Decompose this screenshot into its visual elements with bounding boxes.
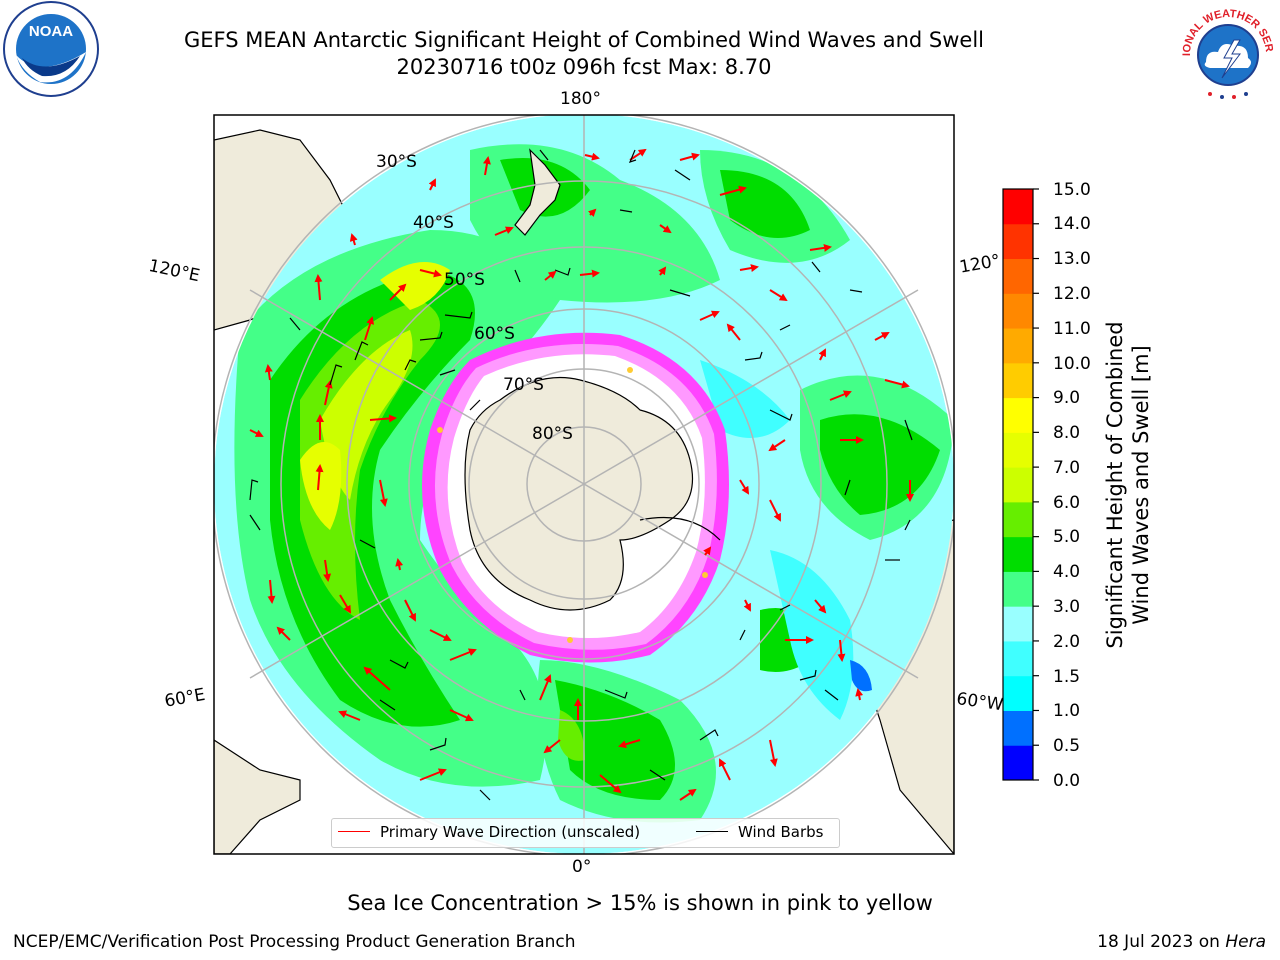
lon-label-0: 0° xyxy=(572,857,592,877)
colorbar-segment xyxy=(1003,571,1033,607)
nws-logo: NATIONAL WEATHER SERVICE xyxy=(1176,0,1275,101)
colorbar-tick-label: 12.0 xyxy=(1053,284,1091,304)
colorbar-label-line2: Wind Waves and Swell [m] xyxy=(1129,345,1153,625)
colorbar-tick-label: 1.5 xyxy=(1053,667,1081,687)
sea-ice-note: Sea Ice Concentration > 15% is shown in … xyxy=(347,891,933,915)
lon-label-180: 180° xyxy=(560,89,601,109)
colorbar-segment xyxy=(1003,710,1033,746)
colorbar-segment xyxy=(1003,223,1033,260)
lat-label-80s: 80°S xyxy=(532,424,573,444)
colorbar-label-line1: Significant Height of Combined xyxy=(1103,321,1127,649)
colorbar-segment xyxy=(1003,293,1033,329)
colorbar-segment xyxy=(1003,606,1033,642)
chart-subtitle: 20230716 t00z 096h fcst Max: 8.70 xyxy=(396,55,772,79)
wind-barbs xyxy=(249,149,913,801)
legend-label-wave-direction: Primary Wave Direction (unscaled) xyxy=(380,823,641,841)
colorbar-segment xyxy=(1003,397,1033,433)
colorbar-segment xyxy=(1003,745,1033,781)
lat-label-70s: 70°S xyxy=(503,375,544,395)
legend-item-wave-direction: Primary Wave Direction (unscaled) xyxy=(338,823,640,841)
footer-machine: Hera xyxy=(1225,932,1266,952)
colorbar-tick-label: 1.0 xyxy=(1053,701,1081,721)
colorbar-tick-label: 3.0 xyxy=(1053,597,1081,617)
colorbar-tick-label: 7.0 xyxy=(1053,458,1081,478)
sea-ice-zone xyxy=(422,332,729,663)
colorbar-tick-label: 14.0 xyxy=(1053,214,1091,234)
colorbar-segment xyxy=(1003,501,1033,538)
colorbar-segment xyxy=(1003,432,1033,468)
wave-direction-arrows xyxy=(249,148,914,801)
colorbar-tick-label: 9.0 xyxy=(1053,388,1081,408)
new-zealand-land xyxy=(514,148,561,236)
colorbar-tick-label: 0.0 xyxy=(1053,771,1081,791)
footer-date: 18 Jul 2023 on Hera xyxy=(1097,932,1266,952)
lat-label-50s: 50°S xyxy=(444,270,485,290)
footer-credit: NCEP/EMC/Verification Post Processing Pr… xyxy=(13,932,576,952)
colorbar-tick-label: 2.0 xyxy=(1053,632,1081,652)
lat-label-60s: 60°S xyxy=(474,324,515,344)
colorbar-tick-label: 11.0 xyxy=(1053,319,1091,339)
map-frame xyxy=(213,114,955,855)
chart-title: GEFS MEAN Antarctic Significant Height o… xyxy=(183,28,985,52)
colorbar-segment xyxy=(1003,675,1033,711)
noaa-logo-text: NOAA xyxy=(29,23,73,40)
legend-swatch-red-line xyxy=(338,831,370,832)
legend-label-wind-barbs: Wind Barbs xyxy=(738,823,824,841)
graticule xyxy=(214,115,954,854)
colorbar-tick-label: 6.0 xyxy=(1053,493,1081,513)
legend-item-wind-barbs: Wind Barbs xyxy=(696,823,823,841)
africa-land xyxy=(214,739,301,854)
lat-label-30s: 30°S xyxy=(376,152,417,172)
colorbar-segment xyxy=(1003,640,1033,677)
colorbar-frame xyxy=(1002,188,1034,781)
colorbar-tick-label: 15.0 xyxy=(1053,180,1091,200)
colorbar-segment xyxy=(1003,258,1033,294)
footer-date-text: 18 Jul 2023 on xyxy=(1097,932,1226,952)
lat-label-40s: 40°S xyxy=(413,213,454,233)
colorbar-segment xyxy=(1003,467,1033,503)
colorbar-segment xyxy=(1003,536,1033,572)
colorbar-tick-label: 8.0 xyxy=(1053,423,1081,443)
colorbar-tick-label: 13.0 xyxy=(1053,249,1091,269)
colorbar-segment xyxy=(1003,362,1033,399)
colorbar-tick-label: 5.0 xyxy=(1053,527,1081,547)
colorbar-tick-label: 10.0 xyxy=(1053,354,1091,374)
colorbar xyxy=(1002,188,1039,781)
colorbar-segment xyxy=(1003,189,1033,225)
antarctica-land xyxy=(464,376,694,611)
colorbar-tick-label: 0.5 xyxy=(1053,736,1081,756)
colorbar-segment xyxy=(1003,328,1033,364)
legend: Primary Wave Direction (unscaled) Wind B… xyxy=(331,818,840,848)
noaa-logo: NOAA xyxy=(3,1,99,97)
legend-swatch-black-line xyxy=(696,831,728,832)
colorbar-tick-label: 4.0 xyxy=(1053,562,1081,582)
